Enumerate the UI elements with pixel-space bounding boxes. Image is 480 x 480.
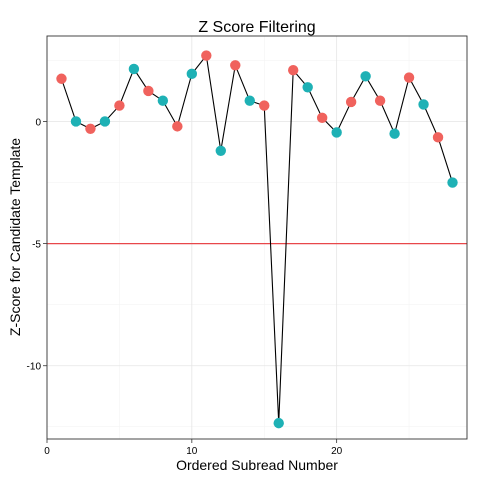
data-point xyxy=(374,95,386,106)
data-point xyxy=(85,123,96,135)
data-point xyxy=(418,99,429,110)
data-point xyxy=(99,116,111,127)
data-point xyxy=(186,68,198,80)
data-point xyxy=(172,121,183,132)
data-point xyxy=(143,85,154,97)
point-layer xyxy=(56,50,458,429)
data-point xyxy=(70,116,82,127)
data-point xyxy=(215,145,226,156)
data-point xyxy=(157,95,169,106)
data-point xyxy=(128,63,140,75)
line-layer xyxy=(60,54,454,424)
data-point xyxy=(273,417,284,429)
data-point xyxy=(230,60,241,71)
data-point xyxy=(403,72,415,83)
data-point xyxy=(288,64,299,76)
x-tick-label: 20 xyxy=(331,446,343,457)
data-point xyxy=(302,82,313,93)
plot-border xyxy=(46,35,468,440)
data-point xyxy=(331,127,342,138)
y-axis-label: Z-Score for Candidate Template xyxy=(7,138,23,336)
data-point xyxy=(360,71,371,82)
data-point xyxy=(259,100,270,111)
series-line xyxy=(60,54,454,424)
x-tick-label: 0 xyxy=(44,446,50,457)
data-point xyxy=(432,132,444,143)
data-point xyxy=(316,112,328,124)
data-point xyxy=(389,128,400,139)
y-tick-label: -5 xyxy=(32,240,41,251)
data-point xyxy=(114,100,125,111)
data-point xyxy=(447,177,458,188)
chart-title: Z Score Filtering xyxy=(198,19,315,36)
tick-layer: 0 10 20 0 -5 -10 xyxy=(27,117,343,457)
x-axis-label: Ordered Subread Number xyxy=(176,457,338,473)
data-point xyxy=(244,95,255,106)
y-tick-label: 0 xyxy=(35,117,41,128)
data-point xyxy=(345,96,357,108)
data-point xyxy=(56,73,67,84)
data-point xyxy=(201,50,212,61)
x-tick-label: 10 xyxy=(186,446,198,457)
y-tick-label: -10 xyxy=(27,362,42,373)
